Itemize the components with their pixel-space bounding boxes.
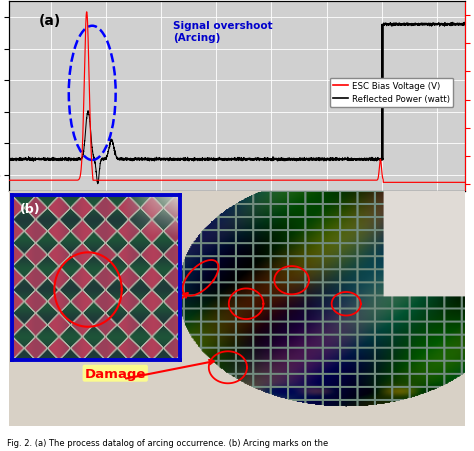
Text: (a): (a)	[39, 14, 61, 28]
Text: Fig. 2. (a) The process datalog of arcing occurrence. (b) Arcing marks on the: Fig. 2. (a) The process datalog of arcin…	[7, 438, 328, 447]
Text: Signal overshoot
(Arcing): Signal overshoot (Arcing)	[173, 21, 273, 43]
Text: Damage: Damage	[84, 367, 146, 380]
X-axis label: Time (sec): Time (sec)	[210, 212, 264, 222]
Legend: ESC Bias Voltage (V), Reflected Power (watt): ESC Bias Voltage (V), Reflected Power (w…	[329, 78, 454, 107]
